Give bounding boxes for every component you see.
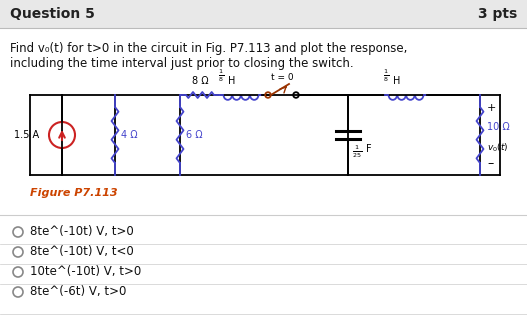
Text: H: H	[228, 76, 236, 86]
Text: 10 Ω: 10 Ω	[487, 122, 510, 132]
Text: $\frac{1}{8}$: $\frac{1}{8}$	[218, 67, 224, 84]
Text: Figure P7.113: Figure P7.113	[30, 188, 118, 198]
Text: 8te^(-10t) V, t>0: 8te^(-10t) V, t>0	[30, 226, 134, 239]
Text: Question 5: Question 5	[10, 7, 95, 21]
Text: 6 Ω: 6 Ω	[186, 130, 202, 140]
Text: 10te^(-10t) V, t>0: 10te^(-10t) V, t>0	[30, 265, 141, 278]
Text: H: H	[393, 76, 401, 86]
Text: –: –	[487, 157, 493, 170]
Text: 4 Ω: 4 Ω	[121, 130, 138, 140]
Bar	[0, 0, 527, 28]
Text: 8 Ω: 8 Ω	[192, 76, 208, 86]
Text: +: +	[487, 103, 496, 113]
Text: including the time interval just prior to closing the switch.: including the time interval just prior t…	[10, 57, 354, 70]
Text: t = 0: t = 0	[271, 73, 294, 82]
Text: 1.5 A: 1.5 A	[14, 130, 39, 140]
Text: $\frac{1}{25}$: $\frac{1}{25}$	[352, 143, 362, 160]
Text: 8te^(-10t) V, t<0: 8te^(-10t) V, t<0	[30, 245, 134, 259]
Text: 3 pts: 3 pts	[478, 7, 517, 21]
Text: F: F	[366, 144, 372, 154]
Text: Find v₀(t) for t>0 in the circuit in Fig. P7.113 and plot the response,: Find v₀(t) for t>0 in the circuit in Fig…	[10, 42, 407, 55]
Text: $v_0(t)$: $v_0(t)$	[487, 141, 509, 154]
Text: 8te^(-6t) V, t>0: 8te^(-6t) V, t>0	[30, 286, 126, 299]
Text: $\frac{1}{8}$: $\frac{1}{8}$	[383, 67, 389, 84]
